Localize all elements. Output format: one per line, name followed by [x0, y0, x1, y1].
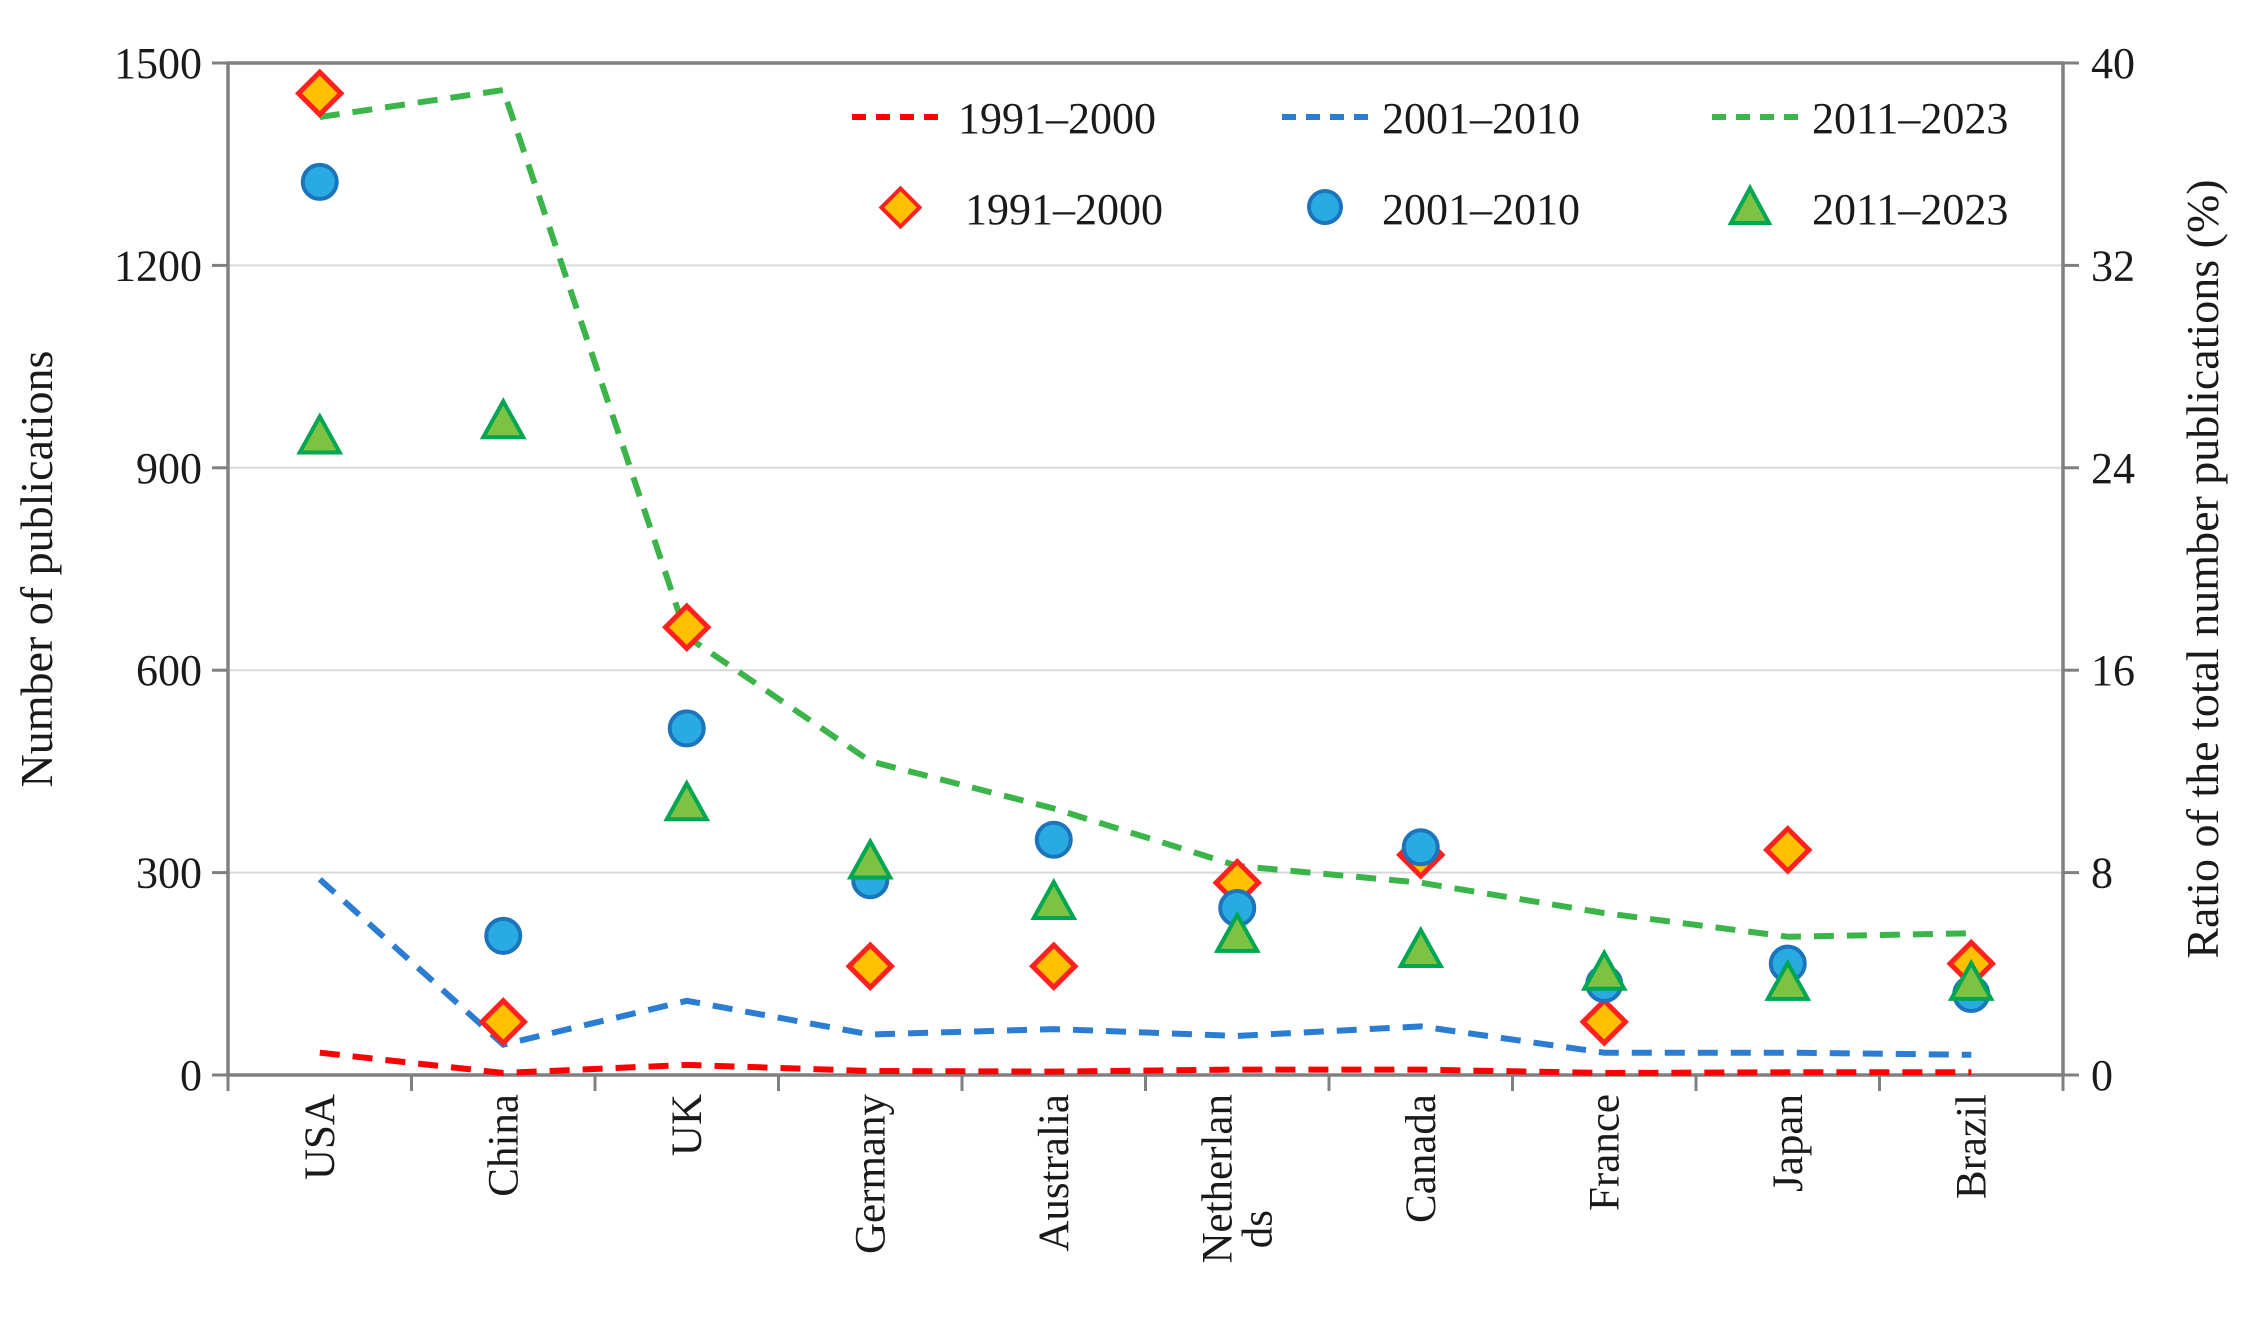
marker-diamond-USA: [295, 68, 345, 119]
line-1991–2000: [319, 1049, 1972, 1077]
marker-triangle-China: [479, 397, 527, 440]
marker-triangle-USA: [296, 412, 344, 455]
marker-diamond-France: [1579, 997, 1629, 1047]
marker-diamond-China: [478, 997, 528, 1047]
marker-diamond-Germany: [845, 941, 895, 991]
axis-tick-labels: 1500 1200 900 600 300 0 40 32 24 16 8 0 USA China UK Ge…: [114, 39, 2135, 1264]
legend-line-1991-2000: 1991–2000: [852, 94, 1156, 143]
triangle-marker-icon: [1727, 183, 1773, 225]
x-category-label: Germany: [847, 1094, 894, 1254]
right-tick-label: 40: [2091, 39, 2135, 88]
marker-triangle-UK: [663, 779, 711, 822]
marker-triangle-Germany: [846, 837, 894, 880]
marker-diamond-UK: [662, 602, 712, 652]
x-category-label: France: [1581, 1094, 1628, 1211]
right-tick-label: 8: [2091, 849, 2113, 898]
x-category-label: Canada: [1398, 1094, 1445, 1223]
legend-label: 1991–2000: [958, 94, 1156, 143]
legend-marker-2001-2010: 2001–2010: [1307, 185, 1580, 234]
right-tick-label: 32: [2091, 241, 2135, 290]
marker-circle-Canada: [1401, 828, 1440, 867]
x-category-label: Netherlan: [1194, 1094, 1241, 1264]
line-2001–2010: [317, 877, 1972, 1058]
marker-triangle-Australia: [1030, 877, 1078, 920]
x-category-label: Japan: [1765, 1094, 1812, 1192]
x-category-label: UK: [664, 1094, 711, 1156]
right-tick-label: 16: [2091, 646, 2135, 695]
marker-triangle-Japan: [1764, 958, 1812, 1001]
left-tick-label: 1500: [114, 39, 202, 88]
legend-label: 2011–2023: [1812, 185, 2008, 234]
marker-diamond-Japan: [1763, 825, 1813, 875]
data-series: [295, 68, 1996, 1077]
legend-line-2001-2010: 2001–2010: [1282, 94, 1580, 143]
left-tick-label: 900: [136, 444, 202, 493]
legend-label: 1991–2000: [965, 185, 1163, 234]
x-category-label: Australia: [1031, 1094, 1078, 1252]
marker-circle-Australia: [1034, 820, 1073, 859]
legend-label: 2011–2023: [1812, 94, 2008, 143]
marker-triangle-Netherlands: [1213, 910, 1261, 953]
line-2011–2023: [319, 86, 1972, 940]
marker-circle-UK: [667, 709, 706, 748]
marker-circle-China: [484, 916, 523, 955]
x-category-label: China: [480, 1094, 527, 1197]
diamond-marker-icon: [878, 185, 923, 230]
x-category-label: ds: [1234, 1210, 1281, 1248]
left-tick-label: 300: [136, 849, 202, 898]
circle-marker-icon: [1307, 189, 1343, 225]
legend-marker-2011-2023: 2011–2023: [1727, 183, 2008, 234]
x-category-label: Brazil: [1948, 1094, 1995, 1199]
legend-label: 2001–2010: [1382, 185, 1580, 234]
right-axis-title: Ratio of the total number publications (…: [2177, 179, 2228, 958]
gridlines: [228, 264, 2063, 874]
right-tick-label: 0: [2091, 1051, 2113, 1100]
marker-circle-USA: [300, 162, 339, 201]
left-tick-label: 600: [136, 646, 202, 695]
x-category-label: USA: [297, 1094, 344, 1180]
legend-line-2011-2023: 2011–2023: [1712, 94, 2008, 143]
axes: [212, 61, 2079, 1091]
legend-marker-1991-2000: 1991–2000: [878, 185, 1163, 234]
left-axis-title: Number of publications: [11, 351, 62, 788]
left-tick-label: 1200: [114, 241, 202, 290]
marker-triangle-Canada: [1397, 925, 1445, 969]
marker-diamond-Australia: [1029, 941, 1079, 991]
marker-triangle-Brazil: [1947, 958, 1995, 1001]
marker-triangle-France: [1580, 948, 1628, 991]
left-tick-label: 0: [180, 1051, 202, 1100]
right-tick-label: 24: [2091, 444, 2135, 493]
legend-label: 2001–2010: [1382, 94, 1580, 143]
legend: 1991–2000 2001–2010 2011–2023 1991–2000 …: [852, 94, 2008, 234]
